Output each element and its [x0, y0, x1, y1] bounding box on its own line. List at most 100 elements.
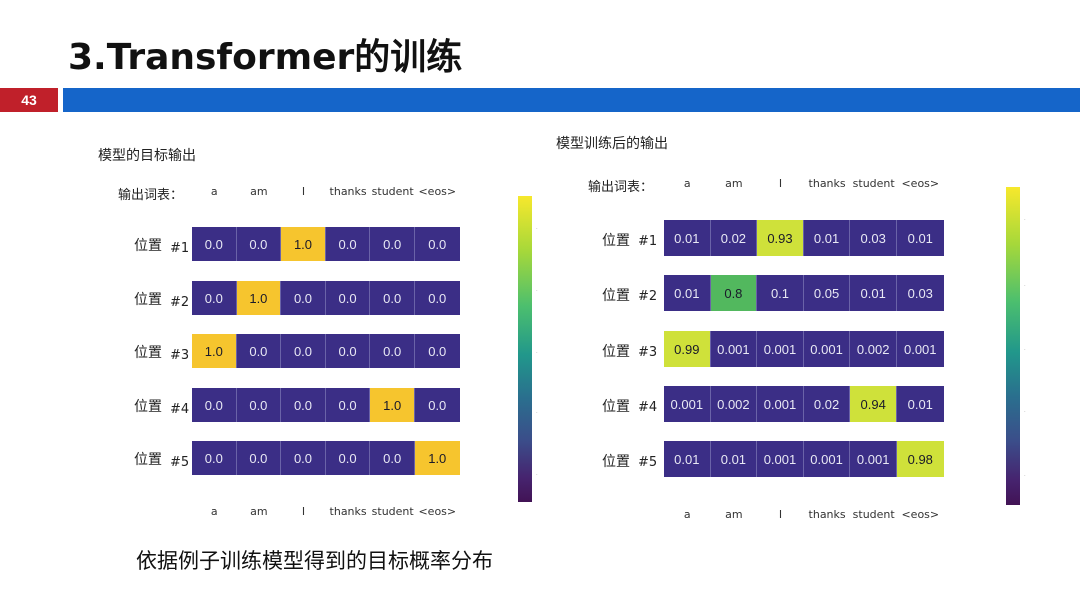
left-heatmap-row: 0.0 0.0 0.0 0.0 0.0 1.0 — [192, 441, 460, 475]
right-bottom-column-label: I — [778, 508, 783, 521]
left-row-label: 位置 #3 — [134, 345, 190, 363]
left-bottom-column-label: thanks — [329, 505, 367, 518]
right-vocab-label: 输出词表： — [588, 180, 654, 195]
right-heatmap-cell: 0.001 — [757, 386, 804, 422]
right-panel-title: 模型训练后的输出 — [556, 136, 668, 152]
right-heatmap-cell: 0.94 — [850, 386, 897, 422]
right-heatmap-row: 0.01 0.02 0.93 0.01 0.03 0.01 — [664, 220, 944, 256]
right-heatmap-cell: 0.05 — [803, 275, 851, 311]
caption: 依据例子训练模型得到的目标概率分布 — [136, 549, 493, 573]
right-row-label: 位置 #4 — [602, 399, 658, 415]
right-heatmap-cell: 0.01 — [803, 220, 851, 256]
left-row-label: 位置 #1 — [134, 238, 190, 256]
left-heatmap-cell: 0.0 — [370, 281, 415, 315]
left-top-column-label: a — [210, 185, 218, 198]
right-heatmap-cell: 0.01 — [664, 220, 711, 256]
slide-title: 3.Transformer的训练 — [68, 37, 463, 78]
left-colorbar: - - - - - — [518, 196, 537, 502]
right-heatmap-cell: 0.03 — [850, 220, 897, 256]
right-heatmap-row: 0.001 0.002 0.001 0.02 0.94 0.01 — [664, 386, 944, 422]
left-heatmap-cell: 0.0 — [414, 227, 460, 261]
left-heatmap-cell: 0.0 — [192, 388, 237, 422]
right-heatmap-cell: 0.001 — [757, 441, 804, 477]
left-heatmap-cell: 0.0 — [370, 334, 415, 368]
left-bottom-column-label: <eos> — [418, 505, 457, 518]
left-heatmap-cell: 0.0 — [281, 334, 326, 368]
left-heatmap-cell: 1.0 — [370, 388, 415, 422]
right-top-column-label: thanks — [808, 177, 846, 190]
left-bottom-column-label: student — [371, 505, 414, 518]
left-heatmap-cell: 0.0 — [414, 334, 460, 368]
right-heatmap-cell: 0.8 — [710, 275, 758, 311]
left-heatmap-cell: 0.0 — [370, 227, 415, 261]
right-heatmap-cell: 0.93 — [757, 220, 804, 256]
left-heatmap-cell: 0.0 — [370, 441, 415, 475]
right-bottom-column-label: a — [683, 508, 691, 521]
left-row-label: 位置 #5 — [134, 452, 190, 470]
right-heatmap-cell: 0.01 — [896, 386, 944, 422]
left-heatmap-cell: 0.0 — [325, 227, 371, 261]
left-heatmap-cell: 0.0 — [325, 388, 371, 422]
left-heatmap-cell: 0.0 — [325, 334, 371, 368]
right-row-label: 位置 #1 — [602, 233, 658, 249]
right-heatmap-cell: 0.002 — [710, 386, 758, 422]
left-row-label: 位置 #2 — [134, 292, 190, 310]
left-heatmap-cell: 0.0 — [414, 388, 460, 422]
left-heatmap-cell: 1.0 — [192, 334, 237, 368]
left-heatmap-cell: 0.0 — [325, 441, 371, 475]
left-heatmap-row: 0.0 1.0 0.0 0.0 0.0 0.0 — [192, 281, 460, 315]
right-heatmap-cell: 0.02 — [803, 386, 851, 422]
right-heatmap-cell: 0.001 — [664, 386, 711, 422]
right-bottom-column-label: <eos> — [901, 508, 940, 521]
right-heatmap-cell: 0.001 — [803, 331, 851, 367]
right-top-column-label: I — [778, 177, 783, 190]
right-heatmap-cell: 0.001 — [803, 441, 851, 477]
left-row-label: 位置 #4 — [134, 399, 190, 417]
right-heatmap-row: 0.01 0.8 0.1 0.05 0.01 0.03 — [664, 275, 944, 311]
page-number: 43 — [0, 88, 58, 112]
right-top-column-label: am — [725, 177, 743, 190]
left-heatmap-cell: 0.0 — [192, 281, 237, 315]
left-heatmap-cell: 1.0 — [281, 227, 326, 261]
right-heatmap-cell: 0.001 — [850, 441, 897, 477]
right-heatmap-cell: 0.02 — [710, 220, 758, 256]
right-heatmap-cell: 0.98 — [896, 441, 944, 477]
right-top-column-label: a — [683, 177, 691, 190]
right-bottom-column-label: student — [852, 508, 895, 521]
right-heatmap-cell: 0.001 — [710, 331, 758, 367]
right-heatmap-cell: 0.99 — [664, 331, 711, 367]
right-heatmap-cell: 0.001 — [757, 331, 804, 367]
left-heatmap-cell: 0.0 — [192, 441, 237, 475]
right-bottom-column-label: thanks — [808, 508, 846, 521]
left-bottom-column-label: I — [301, 505, 306, 518]
left-top-column-label: am — [250, 185, 268, 198]
left-heatmap-cell: 0.0 — [414, 281, 460, 315]
right-heatmap-cell: 0.01 — [850, 275, 897, 311]
left-heatmap-cell: 0.0 — [236, 334, 282, 368]
right-heatmap-row: 0.01 0.01 0.001 0.001 0.001 0.98 — [664, 441, 944, 477]
header-bar: 43 — [0, 88, 1080, 112]
left-heatmap-cell: 0.0 — [325, 281, 371, 315]
right-heatmap-cell: 0.03 — [896, 275, 944, 311]
left-top-column-label: I — [301, 185, 306, 198]
right-row-label: 位置 #2 — [602, 288, 658, 304]
left-heatmap-cell: 0.0 — [236, 441, 282, 475]
left-heatmap-row: 0.0 0.0 0.0 0.0 1.0 0.0 — [192, 388, 460, 422]
left-heatmap-cell: 0.0 — [281, 281, 326, 315]
left-top-column-label: thanks — [329, 185, 367, 198]
right-colorbar: - - - - - — [1006, 187, 1025, 505]
left-heatmap-row: 1.0 0.0 0.0 0.0 0.0 0.0 — [192, 334, 460, 368]
left-bottom-column-label: am — [250, 505, 268, 518]
right-heatmap-cell: 0.1 — [757, 275, 804, 311]
right-heatmap-row: 0.99 0.001 0.001 0.001 0.002 0.001 — [664, 331, 944, 367]
right-heatmap-cell: 0.01 — [664, 275, 711, 311]
right-heatmap-cell: 0.001 — [896, 331, 944, 367]
right-row-label: 位置 #3 — [602, 344, 658, 360]
left-heatmap-cell: 0.0 — [192, 227, 237, 261]
right-top-column-label: student — [852, 177, 895, 190]
header-blue-bar — [63, 88, 1080, 112]
right-heatmap-cell: 0.002 — [850, 331, 897, 367]
left-heatmap-cell: 0.0 — [236, 227, 282, 261]
left-heatmap-cell: 1.0 — [414, 441, 460, 475]
right-heatmap-cell: 0.01 — [664, 441, 711, 477]
